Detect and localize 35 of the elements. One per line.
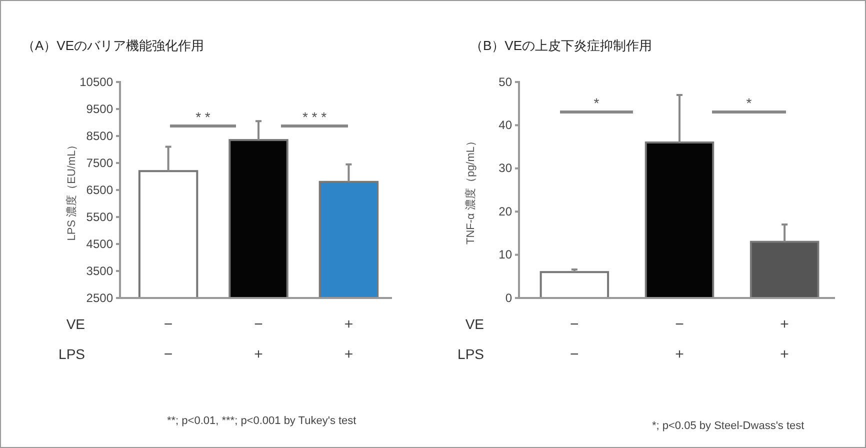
y-tick-label: 30 bbox=[498, 161, 512, 176]
text: VE bbox=[66, 316, 85, 332]
chart-title: （A）VEのバリア機能強化作用 bbox=[22, 38, 204, 53]
y-tick-label: 10 bbox=[498, 248, 512, 262]
y-tick-label: 5500 bbox=[86, 210, 114, 224]
y-tick-label: 20 bbox=[498, 204, 512, 218]
x-tick-label: − − bbox=[570, 316, 580, 363]
x-tick-label: − − bbox=[164, 316, 173, 363]
y-tick-label: 3500 bbox=[86, 264, 114, 278]
x-tick-label: − + bbox=[254, 316, 264, 363]
annotation: * * bbox=[196, 109, 211, 125]
y-tick-label: 50 bbox=[498, 74, 512, 89]
annotation: * bbox=[594, 95, 600, 111]
y-tick-label: 9500 bbox=[86, 102, 114, 116]
y-tick-label: 7500 bbox=[86, 156, 114, 170]
annotation: * bbox=[746, 95, 752, 111]
y-axis-title: TNF-α 濃度（pg/mL） bbox=[464, 135, 477, 245]
annotation: * * * bbox=[302, 109, 328, 125]
chart-title: （B）VEの上皮下炎症抑制作用 bbox=[470, 38, 652, 53]
y-axis-title: LPS 濃度（EU/mL） bbox=[65, 139, 78, 241]
x-tick-label: − + bbox=[675, 316, 684, 363]
x-tick-label: + + bbox=[780, 316, 790, 363]
y-tick-label: 6500 bbox=[86, 182, 114, 197]
y-tick-label: 10500 bbox=[80, 74, 114, 89]
y-tick-label: 40 bbox=[498, 118, 512, 132]
y-tick-label: 0 bbox=[505, 290, 512, 305]
text: **; p<0.01, ***; p<0.001 by Tukey's test bbox=[167, 415, 356, 427]
text: *; p<0.05 by Steel-Dwass's test bbox=[652, 420, 804, 432]
y-tick-label: 2500 bbox=[86, 290, 114, 305]
text: VE bbox=[465, 316, 484, 332]
text: LPS bbox=[458, 346, 484, 362]
x-tick-label: + + bbox=[344, 316, 354, 363]
y-tick-label: 4500 bbox=[86, 236, 114, 251]
y-tick-label: 8500 bbox=[86, 128, 114, 143]
text: LPS bbox=[58, 346, 85, 362]
